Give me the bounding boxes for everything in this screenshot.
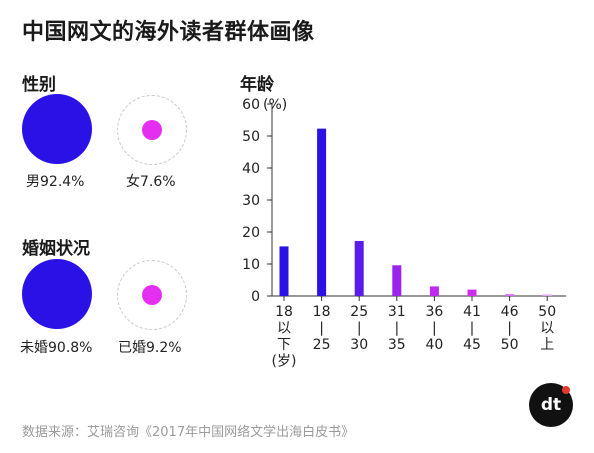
male-label: 男92.4% — [26, 174, 85, 190]
bar — [429, 286, 439, 296]
bar — [392, 265, 402, 296]
male-share-circle — [22, 94, 92, 164]
bar — [505, 294, 515, 296]
page-title: 中国网文的海外读者群体画像 — [22, 20, 315, 45]
y-tick-label: 50 — [242, 129, 260, 145]
y-tick-label: 40 — [242, 161, 260, 177]
x-tick-label: 18 以下(岁) — [272, 304, 297, 370]
female-label: 女7.6% — [126, 174, 176, 190]
y-tick-label: 30 — [242, 193, 260, 209]
y-tick-label: 10 — [242, 257, 260, 273]
married-share-dot — [142, 285, 162, 305]
logo-red-dot-icon — [562, 386, 570, 394]
bar — [542, 294, 552, 296]
x-tick-label: 31 | 35 — [388, 304, 406, 353]
y-axis-unit-label: (%) — [263, 97, 287, 113]
bar — [467, 289, 477, 296]
unmarried-label: 未婚90.8% — [20, 340, 93, 356]
data-source: 数据来源：艾瑞咨询《2017年中国网络文学出海白皮书》 — [22, 425, 355, 440]
bar — [354, 240, 364, 296]
female-share-dot — [142, 120, 162, 140]
x-tick-label: 50 以上 — [538, 304, 556, 353]
y-tick-label: 60 — [242, 97, 260, 113]
female-share-circle — [117, 95, 187, 165]
gender-section-title: 性别 — [22, 75, 56, 95]
marital-section-title: 婚姻状况 — [22, 239, 90, 259]
unmarried-share-circle — [22, 259, 92, 329]
y-tick-label: 20 — [242, 225, 260, 241]
married-label: 已婚9.2% — [118, 340, 182, 356]
y-tick-label: 0 — [251, 289, 260, 305]
bar — [279, 246, 289, 296]
x-tick-label: 25 | 30 — [350, 304, 368, 353]
bar — [317, 128, 327, 296]
married-share-circle — [117, 260, 187, 330]
x-tick-label: 46 | 50 — [501, 304, 519, 353]
x-tick-label: 41 | 45 — [463, 304, 481, 353]
x-tick-label: 36 | 40 — [425, 304, 443, 353]
age-chart-title: 年龄 — [240, 75, 274, 95]
x-tick-label: 18 | 25 — [313, 304, 331, 353]
